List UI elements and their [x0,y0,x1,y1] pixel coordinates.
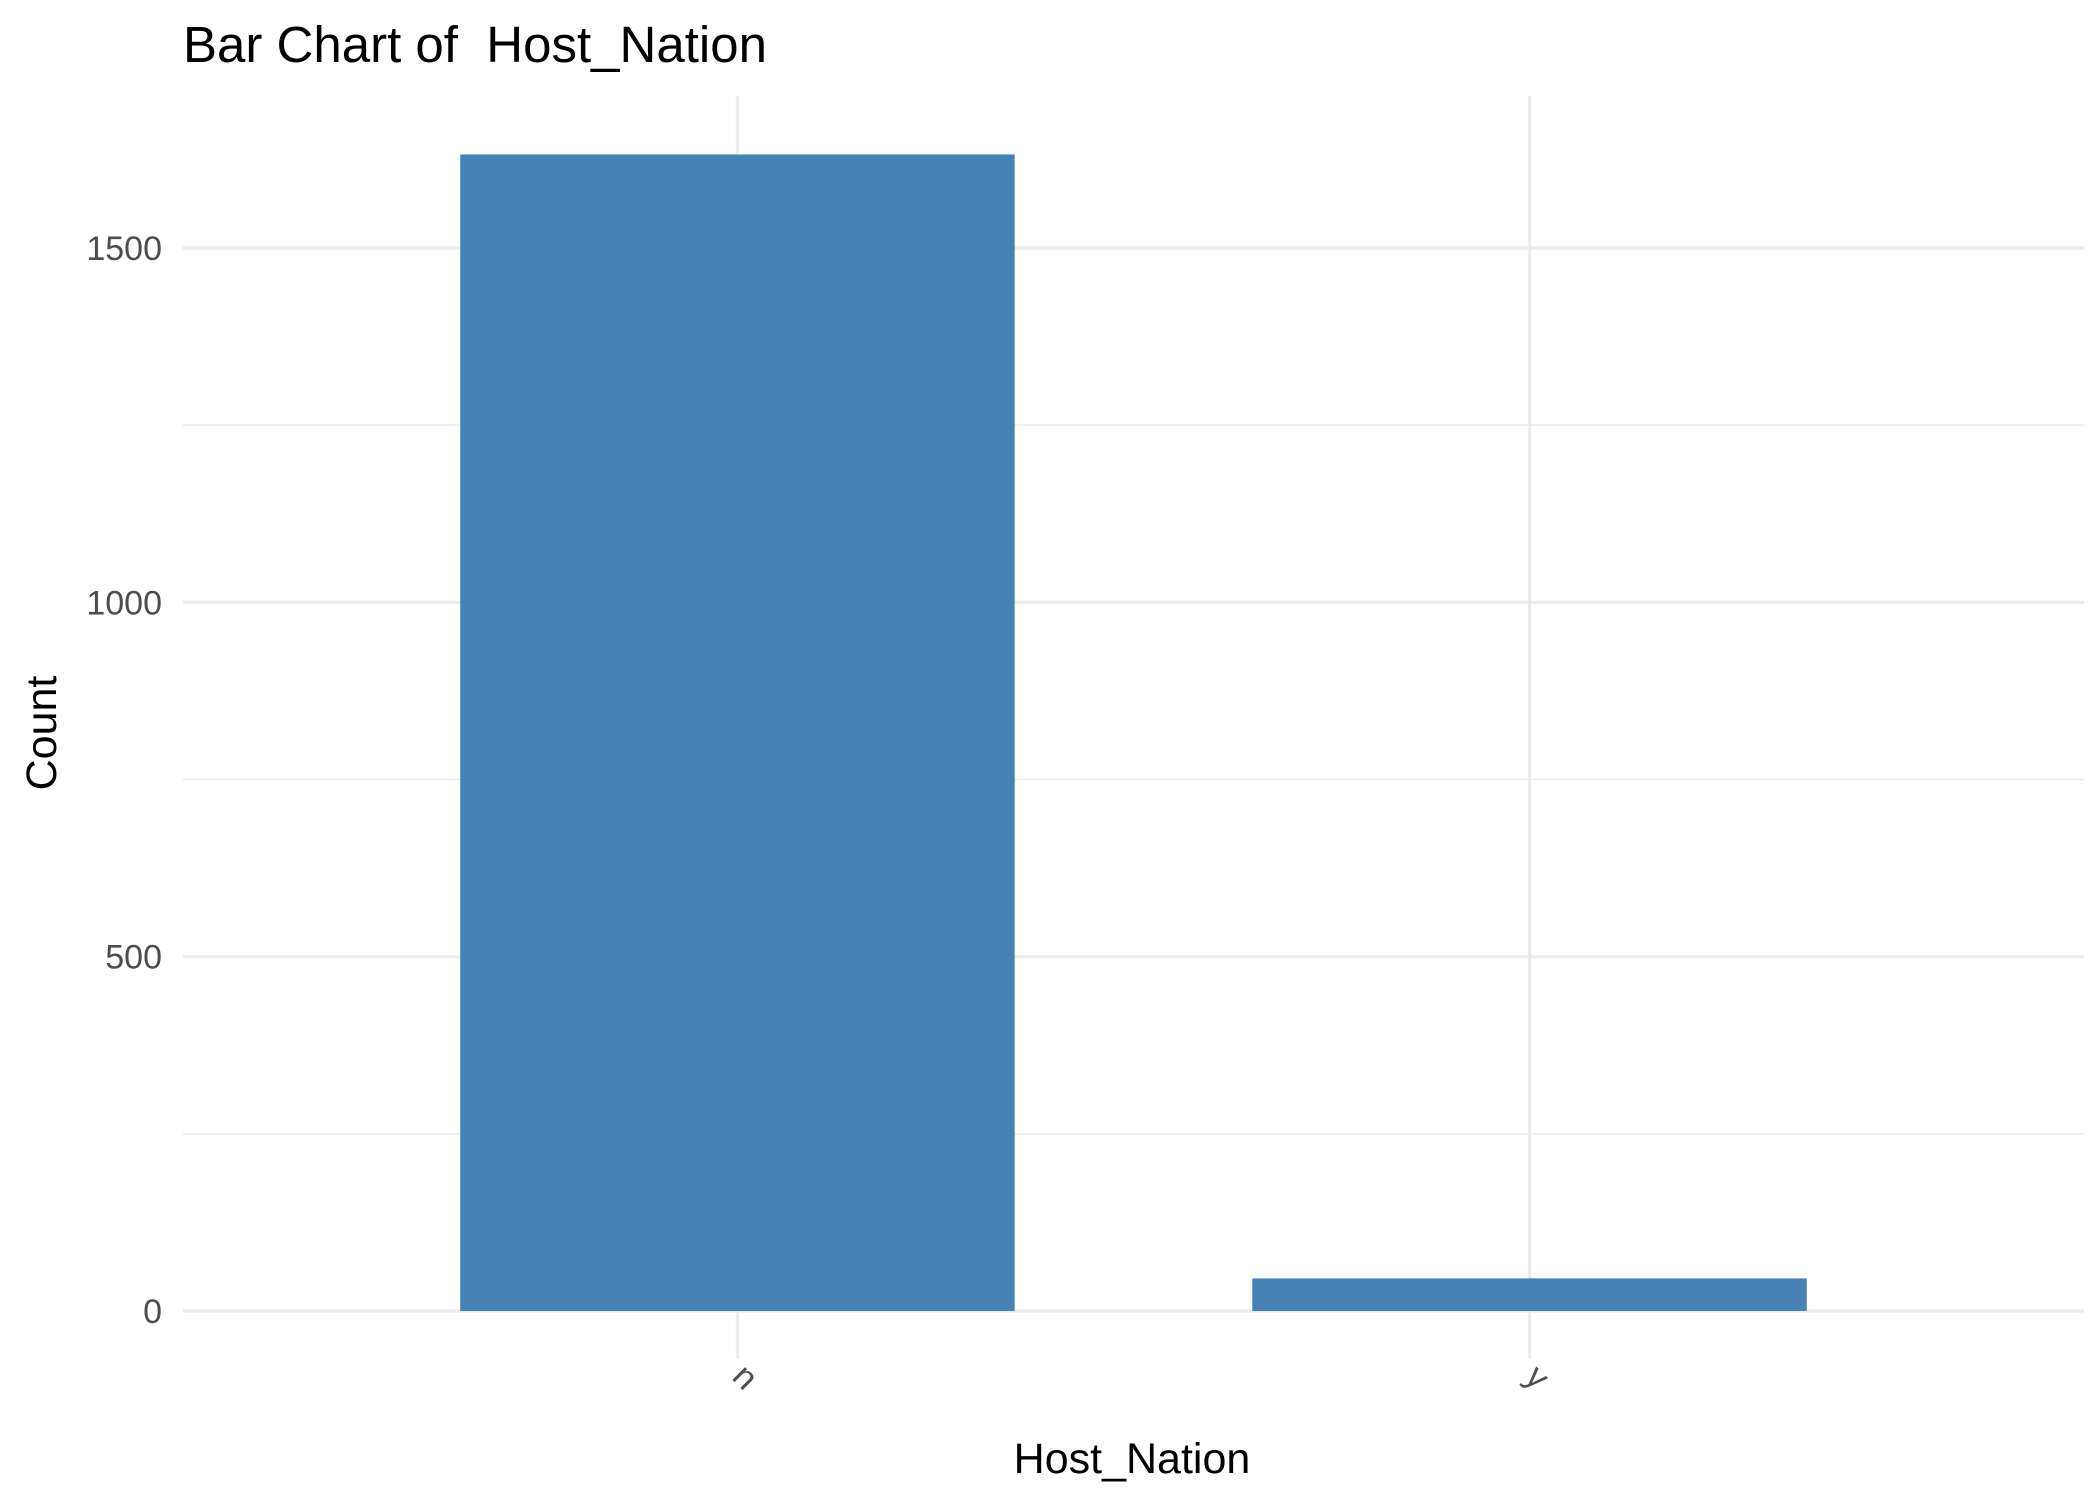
x-axis-title: Host_Nation [1014,1435,1251,1483]
y-tick-label: 1000 [86,584,162,622]
bar [460,154,1015,1311]
x-tick-label: y [1518,1358,1557,1397]
y-axis-title: Count [18,676,66,791]
y-tick-label: 0 [143,1293,162,1331]
bar [1252,1278,1807,1311]
y-axis-ticks: 0 500 1000 1500 [86,230,162,1331]
y-tick-label: 1500 [86,230,162,268]
y-tick-label: 500 [105,939,162,977]
bars [460,154,1807,1311]
x-tick-label: n [725,1357,765,1397]
chart-title: Bar Chart of Host_Nation [183,16,767,73]
